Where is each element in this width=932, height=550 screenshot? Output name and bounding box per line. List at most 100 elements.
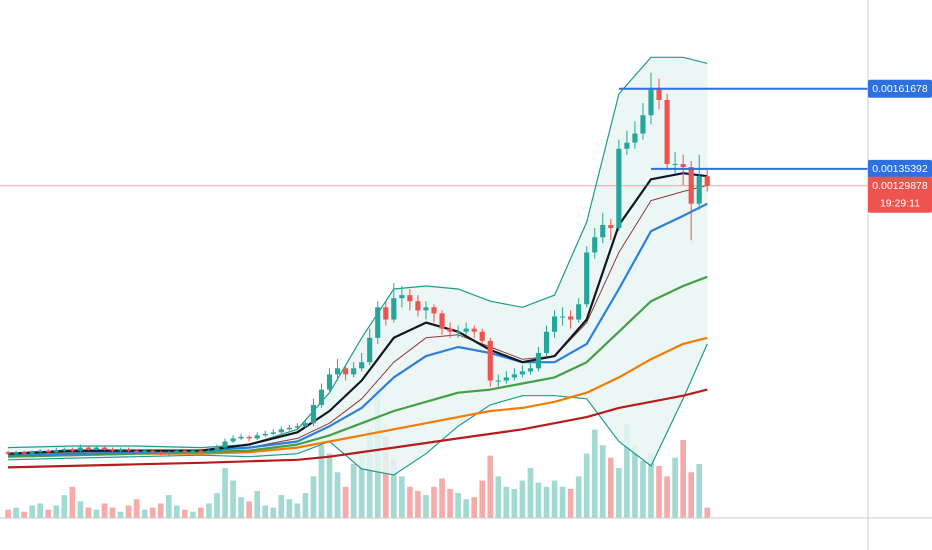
last-price-box: [868, 176, 932, 213]
volume-bar: [13, 507, 19, 518]
candle-body: [117, 449, 124, 451]
volume-bar: [624, 424, 630, 518]
volume-bar: [222, 468, 228, 518]
candle-body: [53, 450, 59, 453]
volume-bar: [672, 457, 678, 518]
volume-bar: [632, 445, 638, 518]
volume-bar: [511, 488, 518, 518]
candle-body: [592, 237, 598, 253]
candle-body: [584, 252, 590, 305]
indicator-line: [7, 336, 708, 458]
candle-body: [600, 225, 606, 238]
candle-body: [142, 450, 148, 453]
volume-bar: [174, 505, 180, 518]
volume-bar: [399, 476, 405, 518]
candle-body: [688, 167, 694, 204]
volume-bar: [149, 507, 156, 518]
volume-bar: [350, 463, 357, 518]
volume-bar: [29, 505, 35, 518]
candle-body: [415, 301, 421, 311]
volume-bar: [527, 468, 534, 518]
candle-body: [37, 450, 43, 453]
candle-body: [463, 328, 469, 332]
volume-bar: [230, 480, 236, 518]
volume-bar: [455, 493, 461, 518]
volume-bar: [21, 511, 27, 518]
volume-bar: [423, 495, 429, 518]
volume-bar: [61, 495, 68, 518]
volume-bar: [575, 476, 582, 518]
volume-bar: [214, 493, 220, 518]
volume-bar: [238, 497, 244, 518]
volume-bar: [407, 486, 413, 518]
band-upper: [7, 56, 708, 449]
volume-bar: [495, 476, 502, 518]
candle-body: [13, 452, 19, 454]
candle-body: [214, 447, 220, 451]
volume-bar: [543, 486, 550, 518]
volume-bar: [141, 509, 148, 518]
volume-bar: [101, 503, 108, 518]
candle-body: [126, 449, 132, 451]
candle-body: [696, 176, 702, 204]
candle-body: [286, 427, 292, 430]
volume-bar: [591, 429, 598, 518]
volume-bar: [680, 440, 686, 518]
volume-bar: [704, 507, 711, 518]
volume-bar: [165, 495, 172, 518]
candle-body: [310, 404, 317, 424]
candle-body: [343, 368, 349, 375]
candle-body: [391, 298, 397, 320]
volume-bar: [391, 459, 397, 518]
volume-bar: [125, 505, 132, 518]
candle-body: [568, 316, 574, 320]
volume-bar: [206, 503, 212, 518]
candle-body: [302, 423, 308, 427]
volume-bar: [302, 493, 309, 518]
volume-bar: [487, 455, 494, 518]
volume-bar: [608, 457, 614, 518]
price-label-box: [868, 159, 932, 178]
candle-body: [447, 328, 453, 332]
candle-body: [624, 142, 630, 149]
candle-body: [85, 447, 91, 450]
candle-body: [77, 447, 83, 451]
candle-body: [198, 450, 204, 453]
volume-bar: [45, 509, 52, 518]
candle-body: [423, 307, 429, 311]
candle-body: [278, 429, 284, 433]
volume-bar: [479, 480, 486, 518]
candle-body: [61, 449, 67, 451]
candle-body: [471, 328, 477, 332]
volume-bar: [182, 509, 188, 518]
volume-bar: [270, 507, 277, 518]
candle-body: [479, 331, 485, 341]
candle-body: [158, 452, 164, 454]
band-lower: [7, 343, 708, 476]
volume-bar: [262, 505, 269, 518]
candle-body: [134, 450, 140, 453]
candle-body: [648, 87, 654, 116]
volume-bar: [463, 499, 469, 518]
candle-body: [399, 295, 405, 299]
volume-bar: [85, 507, 92, 518]
candle-body: [45, 450, 51, 453]
volume-bar: [583, 453, 590, 518]
candle-body: [543, 331, 550, 354]
volume-bar: [37, 503, 43, 518]
volume-bar: [648, 453, 654, 518]
volume-bar: [688, 472, 694, 518]
candle-body: [656, 87, 662, 101]
candle-body: [334, 368, 341, 375]
price-label: 0.00135392: [872, 163, 928, 175]
candle-body: [174, 450, 180, 453]
candle-body: [608, 225, 614, 229]
volume-bar: [415, 490, 421, 518]
volume-bar: [656, 466, 662, 518]
candle-body: [101, 447, 108, 450]
candle-body: [5, 452, 11, 454]
candle-body: [527, 368, 534, 372]
volume-bar: [93, 509, 100, 518]
volume-bar: [117, 511, 124, 518]
